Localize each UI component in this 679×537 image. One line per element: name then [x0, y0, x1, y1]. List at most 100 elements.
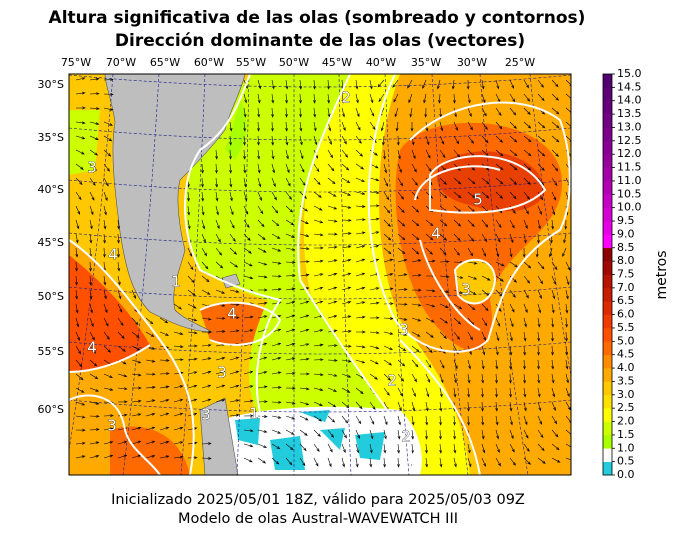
wave-vector: [285, 191, 292, 200]
wave-vector: [75, 387, 85, 393]
wave-vector: [551, 289, 556, 300]
wave-vector: [341, 443, 346, 454]
wave-vector: [201, 163, 204, 174]
wave-vector: [215, 370, 226, 375]
wave-vector: [481, 303, 489, 312]
wave-vector: [523, 121, 532, 129]
wave-vector: [495, 121, 503, 130]
contour-label: 1: [171, 273, 181, 291]
wave-vector: [383, 331, 394, 335]
wave-vector: [411, 317, 422, 322]
wave-vector: [355, 359, 366, 364]
wave-vector: [383, 205, 391, 214]
wave-vector: [509, 149, 518, 157]
wave-vector: [271, 261, 282, 265]
contour-label: 1: [249, 405, 259, 423]
wave-vector: [103, 78, 114, 81]
latitude-label: 40°S: [38, 183, 64, 196]
wave-vector: [395, 121, 399, 132]
wave-vector: [271, 93, 275, 104]
wave-vector: [285, 163, 290, 174]
wave-vector: [537, 443, 545, 452]
wave-vector: [425, 163, 432, 173]
wave-vector: [215, 384, 226, 389]
wave-vector: [397, 345, 407, 352]
wave-vector: [551, 149, 559, 157]
wave-vector: [383, 163, 387, 174]
wave-vector: [285, 107, 288, 118]
wave-vector: [409, 107, 413, 118]
wave-vector: [481, 443, 486, 454]
wave-vector: [495, 415, 499, 426]
wave-vector: [327, 429, 334, 438]
wave-vector: [523, 135, 532, 143]
wave-vector: [481, 345, 486, 356]
wave-vector: [411, 359, 419, 368]
wave-vector: [285, 93, 288, 104]
wave-vector: [355, 93, 359, 104]
wave-vector: [408, 93, 413, 104]
wave-vector: [103, 177, 109, 187]
wave-vector: [243, 205, 249, 215]
wave-vector: [355, 315, 366, 319]
wave-vector: [397, 401, 402, 412]
colorbar-segment: [603, 234, 612, 249]
wave-vector: [257, 79, 262, 90]
wave-vector: [509, 443, 515, 453]
wave-vector: [103, 427, 114, 431]
wave-vector: [145, 455, 156, 459]
wave-vector: [131, 317, 139, 326]
wave-vector: [75, 331, 80, 342]
wave-vector: [380, 121, 385, 132]
wave-vector: [327, 245, 338, 249]
wave-vector: [131, 413, 142, 417]
wave-vector: [117, 454, 128, 459]
wave-vector: [327, 259, 338, 263]
wave-vector: [392, 79, 399, 88]
wave-vector: [396, 135, 400, 146]
wave-vector: [341, 315, 352, 319]
wave-vector: [378, 93, 385, 103]
wave-vector: [299, 401, 310, 406]
wave-vector: [551, 275, 557, 285]
wave-vector: [551, 457, 561, 463]
wave-vector: [424, 107, 428, 118]
wave-vector: [536, 233, 540, 244]
wave-vector: [509, 345, 513, 356]
wave-vector: [537, 191, 544, 201]
wave-vector: [369, 331, 380, 335]
wave-vector: [383, 443, 387, 454]
wave-vector: [397, 177, 403, 187]
wave-vector: [201, 398, 212, 403]
wave-vector: [299, 343, 310, 347]
wave-vector: [89, 177, 96, 186]
parallel: [69, 232, 571, 246]
wave-vector: [75, 191, 82, 201]
colorbar-segment: [603, 114, 612, 128]
wave-vector: [75, 149, 85, 155]
wave-vector: [341, 272, 352, 277]
wave-vector: [523, 359, 526, 370]
wave-vector: [89, 359, 98, 367]
wave-vector: [383, 317, 394, 320]
wave-vector: [89, 205, 94, 216]
wave-vector: [187, 317, 198, 322]
wave-vector: [481, 135, 489, 144]
wave-vector: [355, 429, 360, 440]
wave-vector: [271, 233, 281, 239]
wave-vector: [327, 401, 337, 408]
wave-vector: [75, 401, 86, 406]
wave-vector: [103, 373, 114, 378]
wave-vector: [75, 205, 80, 215]
wave-vector: [131, 399, 142, 403]
wave-vector: [467, 135, 474, 144]
wave-vector: [410, 122, 414, 132]
wave-vector: [313, 373, 324, 377]
wave-vector: [299, 135, 303, 146]
wave-vector: [75, 415, 86, 419]
wave-vector: [481, 93, 486, 104]
wave-vector: [285, 415, 296, 420]
wave-vector: [89, 317, 94, 328]
colorbar-tick-label: 3.0: [617, 388, 635, 401]
wave-vector: [327, 415, 336, 423]
